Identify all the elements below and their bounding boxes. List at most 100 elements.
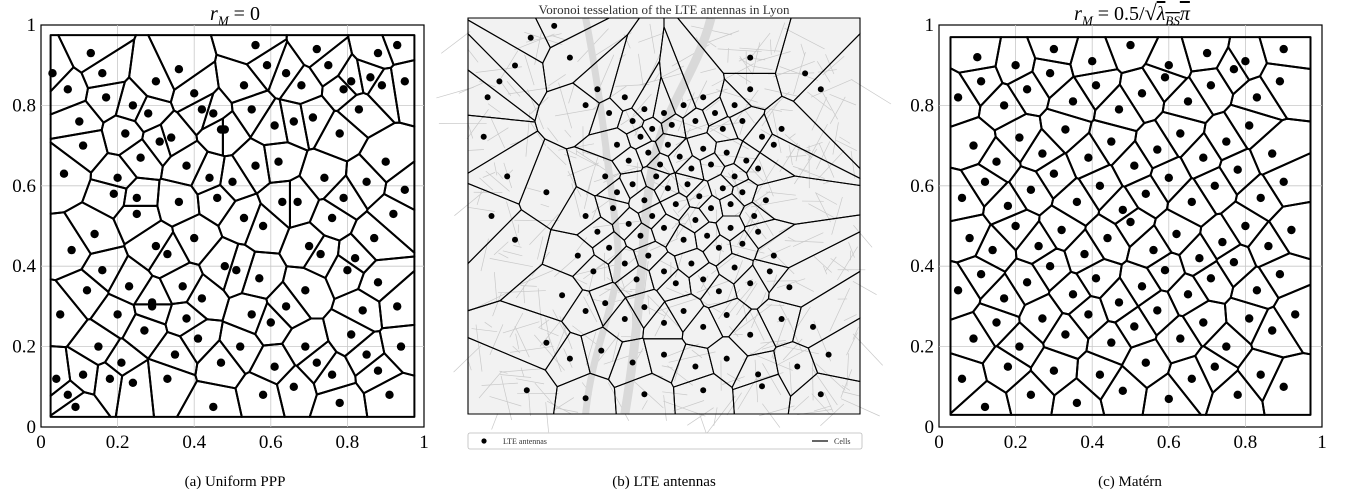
panel-b-point — [731, 173, 738, 180]
map-street — [793, 52, 806, 95]
panel-a-cell — [63, 201, 126, 255]
panel-a-cell — [190, 150, 226, 196]
map-street — [822, 56, 845, 76]
panel-a-point — [366, 73, 375, 82]
map-street — [675, 230, 679, 239]
panel-a-point — [155, 137, 164, 146]
panel-a-cell — [107, 254, 154, 306]
map-street — [663, 395, 667, 421]
panel-c-point — [1088, 57, 1097, 66]
map-street — [558, 82, 573, 129]
panel-a-point — [105, 374, 115, 383]
panel-a-cell — [288, 174, 321, 229]
panel-b-point — [621, 316, 628, 322]
map-street — [767, 247, 795, 275]
panel-b-point — [543, 339, 550, 346]
map-street — [776, 349, 807, 366]
panel-c-point — [1291, 310, 1300, 319]
panel-a-point — [266, 318, 275, 327]
map-street — [739, 123, 744, 136]
panel-c-point — [1080, 249, 1089, 259]
map-street — [843, 314, 857, 322]
panel-c-point — [1095, 181, 1105, 190]
panel-a-y-tick-label: 0.4 — [12, 256, 36, 277]
panel-b-point — [606, 110, 613, 116]
panel-b-point — [755, 165, 762, 172]
map-street — [751, 57, 766, 61]
panel-c-point — [1187, 374, 1197, 383]
map-street — [506, 81, 521, 97]
panel-b-point — [802, 70, 809, 77]
panel-b-point — [496, 78, 503, 85]
map-street — [599, 54, 615, 89]
panel-a-cell — [230, 89, 277, 139]
panel-a-point — [350, 254, 360, 263]
map-street — [815, 192, 831, 223]
panel-b-point — [582, 395, 589, 402]
map-street — [787, 318, 803, 352]
panel-a-cell — [176, 92, 215, 137]
panel-a-point — [63, 85, 72, 94]
map-street — [815, 363, 846, 391]
map-street — [711, 252, 739, 275]
panel-c-point — [1241, 221, 1250, 231]
map-street — [820, 88, 838, 120]
map-street — [807, 91, 832, 111]
map-street — [537, 236, 544, 260]
map-street — [529, 213, 560, 245]
map-street — [793, 396, 810, 411]
panel-a-point — [393, 302, 402, 311]
panel-c-point — [1003, 362, 1013, 371]
map-street — [550, 34, 568, 41]
map-street — [750, 167, 764, 182]
map-street — [487, 103, 501, 113]
panel-c-y-tick-label: 0 — [925, 417, 935, 438]
panel-a-point — [324, 60, 333, 70]
panel-b-point — [747, 86, 754, 93]
map-street — [737, 374, 759, 410]
panel-c-x-tick-label: 0.2 — [1004, 432, 1028, 453]
map-street — [691, 349, 703, 359]
panel-a-cell — [240, 250, 288, 300]
panel-b-point — [543, 189, 550, 196]
panel-a-point — [377, 81, 387, 90]
panel-a-point — [239, 81, 249, 90]
panel-c-point — [1164, 60, 1174, 70]
panel-b-point — [566, 54, 573, 61]
panel-b-point — [708, 205, 714, 212]
panel-a-voronoi-cells — [49, 34, 416, 418]
panel-c-point — [1245, 121, 1254, 130]
map-street — [653, 70, 662, 82]
panel-c-point — [1218, 237, 1227, 247]
map-street — [467, 149, 484, 151]
map-street — [528, 392, 531, 416]
panel-uniform-ppp: rM = 0 0 0.2 0.4 0.6 0.8 1 0 0.2 0.4 0.6 0.8 1 (a)… — [12, 3, 429, 490]
panel-c-point — [1114, 298, 1124, 307]
map-street — [467, 49, 479, 63]
map-street — [687, 212, 692, 228]
panel-a-point — [335, 129, 344, 138]
panel-c-point — [1206, 274, 1216, 283]
panel-c-point — [980, 402, 990, 412]
map-street — [710, 127, 749, 150]
panel-b-point — [676, 153, 683, 160]
panel-b-cell — [732, 373, 792, 415]
map-street — [691, 80, 708, 112]
map-street — [539, 319, 550, 328]
panel-a-point — [190, 89, 199, 98]
panel-c-point — [976, 77, 986, 86]
map-street — [454, 188, 487, 216]
panel-c-point — [1107, 137, 1116, 146]
map-street — [840, 369, 853, 398]
panel-a-point — [236, 342, 245, 351]
panel-c-point — [992, 157, 1001, 166]
panel-c-point — [969, 141, 978, 150]
panel-a-point — [52, 374, 61, 383]
panel-c-point — [1141, 189, 1151, 198]
panel-c-cell — [1014, 219, 1058, 265]
panel-a-cell — [378, 323, 416, 377]
panel-a-cell — [389, 59, 416, 128]
panel-a-point — [373, 48, 383, 58]
map-street — [540, 203, 550, 208]
panel-b-point — [594, 86, 601, 93]
